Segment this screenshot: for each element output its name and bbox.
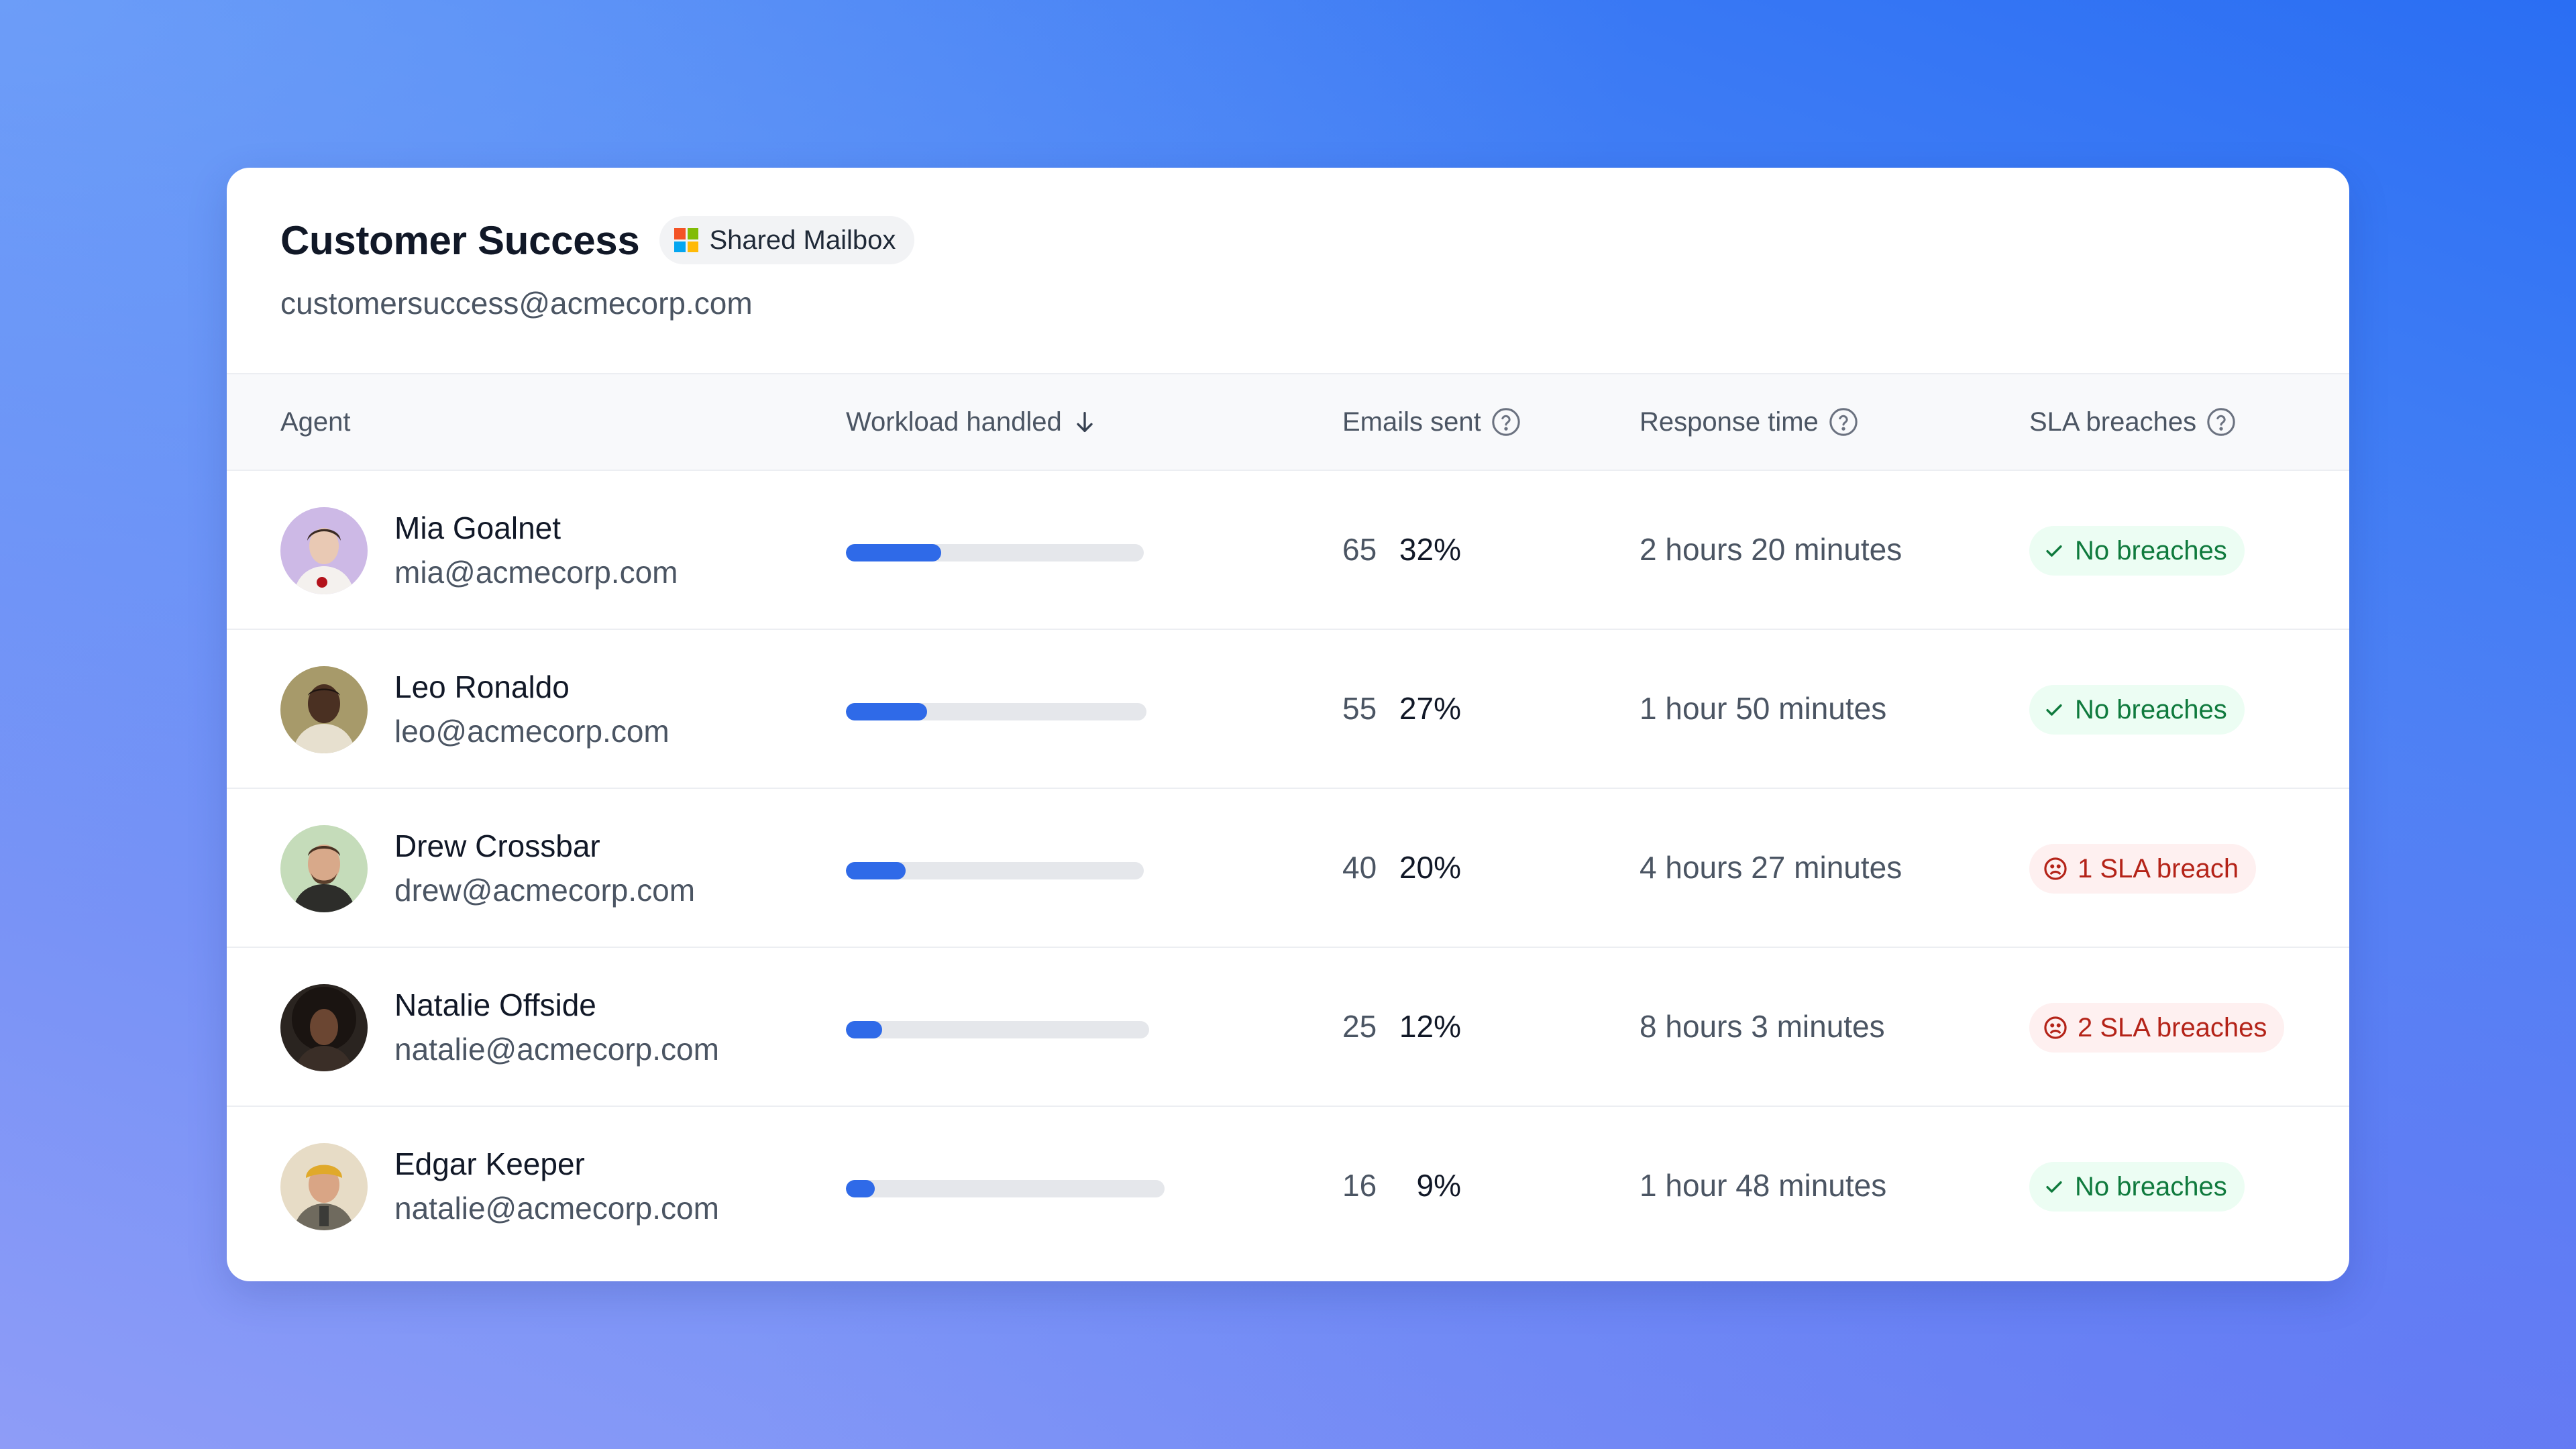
table-body: Mia Goalnet mia@acmecorp.com 32% 65 2 ho… xyxy=(227,471,2349,1266)
workload-bar-fill xyxy=(846,1021,883,1038)
response-time: 1 hour 50 minutes xyxy=(1640,691,1887,726)
column-sla-breaches-label: SLA breaches xyxy=(2029,407,2197,437)
mailbox-title: Customer Success xyxy=(280,217,640,263)
card-header: Customer Success Shared Mailbox customer… xyxy=(227,168,2349,373)
column-emails-sent[interactable]: Emails sent xyxy=(1342,374,1521,470)
workload-percent: 12% xyxy=(1399,1009,1461,1044)
emails-sent: 25 xyxy=(1342,1009,1377,1044)
workload-bar xyxy=(846,1021,1149,1038)
table-row[interactable]: Mia Goalnet mia@acmecorp.com 32% 65 2 ho… xyxy=(227,471,2349,630)
response-time: 8 hours 3 minutes xyxy=(1640,1009,1885,1044)
sla-status-badge: No breaches xyxy=(2029,1162,2245,1212)
shared-mailbox-badge: Shared Mailbox xyxy=(659,216,915,264)
workload-bar xyxy=(846,544,1144,561)
emails-sent: 55 xyxy=(1342,691,1377,726)
table-row[interactable]: Drew Crossbar drew@acmecorp.com 20% 40 4… xyxy=(227,789,2349,948)
column-agent-label: Agent xyxy=(280,407,351,437)
workload-bar xyxy=(846,1180,1165,1197)
workload-bar-fill xyxy=(846,862,906,879)
workload-percent: 20% xyxy=(1399,850,1461,885)
emails-sent: 65 xyxy=(1342,532,1377,567)
agent-email: natalie@acmecorp.com xyxy=(394,1191,719,1226)
workload-bar-fill xyxy=(846,703,927,720)
column-response-time-label: Response time xyxy=(1640,407,1819,437)
frown-icon xyxy=(2043,856,2068,881)
sla-label: No breaches xyxy=(2075,535,2227,566)
sla-status-badge: 2 SLA breaches xyxy=(2029,1003,2285,1053)
table-row[interactable]: Natalie Offside natalie@acmecorp.com 12%… xyxy=(227,948,2349,1107)
agent-email: leo@acmecorp.com xyxy=(394,714,669,749)
mailbox-email: customersuccess@acmecorp.com xyxy=(280,286,753,321)
frown-icon xyxy=(2043,1015,2068,1040)
help-circle-icon[interactable] xyxy=(1828,407,1859,437)
avatar xyxy=(280,1143,368,1230)
sla-label: 1 SLA breach xyxy=(2078,853,2239,883)
badge-label: Shared Mailbox xyxy=(709,225,896,255)
table-row[interactable]: Edgar Keeper natalie@acmecorp.com 9% 16 … xyxy=(227,1107,2349,1266)
column-agent[interactable]: Agent xyxy=(280,374,351,470)
agent-name: Drew Crossbar xyxy=(394,828,600,863)
workload-bar xyxy=(846,703,1146,720)
avatar xyxy=(280,666,368,753)
emails-sent: 16 xyxy=(1342,1168,1377,1203)
agent-name: Leo Ronaldo xyxy=(394,669,570,704)
check-icon xyxy=(2043,698,2065,721)
avatar xyxy=(280,984,368,1071)
agent-email: natalie@acmecorp.com xyxy=(394,1032,719,1067)
column-emails-sent-label: Emails sent xyxy=(1342,407,1481,437)
sla-label: No breaches xyxy=(2075,1171,2227,1201)
check-icon xyxy=(2043,1175,2065,1198)
column-sla-breaches[interactable]: SLA breaches xyxy=(2029,374,2237,470)
response-time: 4 hours 27 minutes xyxy=(1640,850,1902,885)
workload-bar-fill xyxy=(846,1180,875,1197)
arrow-down-icon[interactable] xyxy=(1071,409,1098,435)
agent-name: Edgar Keeper xyxy=(394,1146,585,1181)
agent-email: mia@acmecorp.com xyxy=(394,555,678,590)
agent-name: Mia Goalnet xyxy=(394,511,561,545)
sla-status-badge: 1 SLA breach xyxy=(2029,844,2257,894)
workload-percent: 9% xyxy=(1416,1168,1461,1203)
agent-email: drew@acmecorp.com xyxy=(394,873,696,908)
agent-name: Natalie Offside xyxy=(394,987,596,1022)
workload-bar-fill xyxy=(846,544,942,561)
response-time: 1 hour 48 minutes xyxy=(1640,1168,1887,1203)
sla-label: 2 SLA breaches xyxy=(2078,1012,2267,1042)
sla-status-badge: No breaches xyxy=(2029,526,2245,576)
sla-status-badge: No breaches xyxy=(2029,685,2245,735)
workload-percent: 32% xyxy=(1399,532,1461,567)
avatar xyxy=(280,825,368,912)
column-workload-label: Workload handled xyxy=(846,407,1062,437)
column-response-time[interactable]: Response time xyxy=(1640,374,1859,470)
workload-bar xyxy=(846,862,1144,879)
title-row: Customer Success Shared Mailbox xyxy=(280,216,915,264)
table-row[interactable]: Leo Ronaldo leo@acmecorp.com 27% 55 1 ho… xyxy=(227,630,2349,789)
help-circle-icon[interactable] xyxy=(1491,407,1521,437)
help-circle-icon[interactable] xyxy=(2206,407,2237,437)
table-header: Agent Workload handled Emails sent Respo… xyxy=(227,373,2349,471)
avatar xyxy=(280,507,368,594)
microsoft-logo-icon xyxy=(674,228,699,252)
check-icon xyxy=(2043,539,2065,562)
emails-sent: 40 xyxy=(1342,850,1377,885)
sla-label: No breaches xyxy=(2075,694,2227,724)
agent-workload-card: Customer Success Shared Mailbox customer… xyxy=(227,168,2349,1281)
column-workload[interactable]: Workload handled xyxy=(846,374,1098,470)
response-time: 2 hours 20 minutes xyxy=(1640,532,1902,567)
workload-percent: 27% xyxy=(1399,691,1461,726)
